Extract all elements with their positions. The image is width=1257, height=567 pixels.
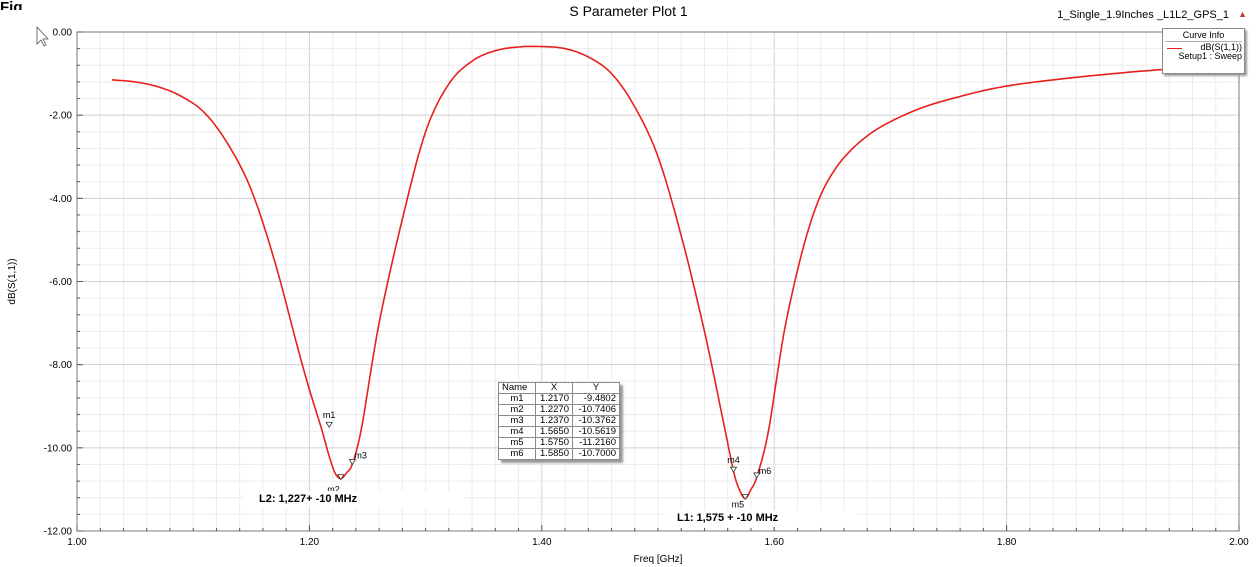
- marker-name-cell: m6: [498, 448, 536, 460]
- tick-labels: 1.00 1.20 1.40 1.60 1.80 2.00 0.00 -2.00 -4.00 -6…: [44, 28, 1250, 549]
- red-triangle-icon[interactable]: ▲: [1238, 9, 1247, 19]
- marker-y-cell: -10.5619: [572, 426, 620, 438]
- marker-y-cell: -11.2160: [572, 437, 620, 449]
- annotation-l1-band: L1: 1,575 + -10 MHz: [665, 510, 857, 527]
- x-axis-label: Freq [GHz]: [634, 554, 683, 565]
- y-tick-label: -10.00: [44, 443, 73, 454]
- marker-table-row[interactable]: m3 1.2370 -10.3762: [498, 415, 620, 427]
- y-tick-label: -6.00: [49, 277, 72, 288]
- marker-x-cell: 1.2170: [535, 393, 573, 405]
- curve-info-legend[interactable]: Curve Info dB(S(1,1)) Setup1 : Sweep: [1162, 28, 1245, 74]
- x-tick-label: 2.00: [1229, 537, 1249, 548]
- x-tick-label: 1.20: [300, 537, 320, 548]
- marker-y-cell: -10.3762: [572, 415, 620, 427]
- marker-x-cell: 1.5750: [535, 437, 573, 449]
- marker-point-m1: [325, 421, 333, 428]
- marker-x-cell: 1.5850: [535, 448, 573, 460]
- marker-point-m4: [729, 466, 738, 473]
- y-tick-label: -12.00: [44, 527, 73, 538]
- x-tick-label: 1.60: [764, 537, 784, 548]
- x-tick-label: 1.40: [532, 537, 552, 548]
- grid-lines: [76, 31, 1240, 532]
- y-tick-label: -4.00: [49, 194, 72, 205]
- marker-table-row[interactable]: m2 1.2270 -10.7406: [498, 404, 620, 416]
- design-name-label: 1_Single_1.9Inches _L1L2_GPS_1: [1057, 9, 1229, 21]
- marker-table-row[interactable]: m5 1.5750 -11.2160: [498, 437, 620, 449]
- curve-info-header: Curve Info: [1165, 30, 1242, 42]
- marker-table-header: X: [535, 382, 573, 394]
- marker-table-row[interactable]: m6 1.5850 -10.7000: [498, 448, 620, 460]
- marker-y-cell: -10.7000: [572, 448, 620, 460]
- marker-point-m5: [741, 493, 749, 501]
- series-line-s11: [111, 45, 1228, 500]
- marker-name-cell: m2: [498, 404, 536, 416]
- marker-point-m2: [337, 474, 345, 481]
- marker-table-header: Name: [498, 382, 536, 394]
- marker-point-m6: [753, 472, 761, 479]
- marker-table-header-row: Name X Y: [498, 382, 620, 394]
- y-tick-label: -8.00: [49, 360, 72, 371]
- legend-entry-s11[interactable]: dB(S(1,1)): [1163, 43, 1244, 52]
- marker-name-cell: m3: [498, 415, 536, 427]
- marker-label-m1: m1: [323, 410, 336, 420]
- marker-label-m2: m2: [327, 485, 340, 495]
- mouse-cursor-icon: [36, 25, 49, 47]
- marker-table-row[interactable]: m1 1.2170 -9.4802: [498, 393, 620, 405]
- marker-table[interactable]: Name X Y m1 1.2170 -9.4802 m2 1.2270 -10…: [498, 382, 620, 460]
- x-tick-label: 1.80: [997, 537, 1017, 548]
- x-tick-label: 1.00: [67, 537, 87, 548]
- marker-y-cell: -9.4802: [572, 393, 620, 405]
- marker-x-cell: 1.5650: [535, 426, 573, 438]
- marker-name-cell: m5: [498, 437, 536, 449]
- y-tick-label: -2.00: [49, 111, 72, 122]
- marker-y-cell: -10.7406: [572, 404, 620, 416]
- legend-swatch: [1167, 48, 1182, 49]
- legend-trace-label: dB(S(1,1)): [1200, 42, 1242, 52]
- chart-title: S Parameter Plot 1: [569, 3, 688, 19]
- marker-name-cell: m4: [498, 426, 536, 438]
- marker-x-cell: 1.2370: [535, 415, 573, 427]
- marker-x-cell: 1.2270: [535, 404, 573, 416]
- marker-point-m3: [348, 459, 357, 466]
- marker-table-header: Y: [572, 382, 620, 394]
- y-tick-label: 0.00: [53, 28, 73, 39]
- marker-label-m6: m6: [759, 466, 772, 476]
- marker-table-row[interactable]: m4 1.5650 -10.5619: [498, 426, 620, 438]
- marker-label-m4: m4: [727, 455, 740, 465]
- annotation-l2-band: L2: 1,227+ -10 MHz: [244, 491, 464, 507]
- axis-ticks: [76, 31, 1240, 532]
- figure-corner-label: Fig: [0, 0, 23, 10]
- marker-label-m5: m5: [732, 499, 745, 509]
- marker-label-m3: m3: [354, 450, 367, 460]
- y-axis-label: dB(S(1,1)): [7, 258, 18, 304]
- marker-name-cell: m1: [498, 393, 536, 405]
- legend-setup-label: Setup1 : Sweep: [1178, 51, 1242, 61]
